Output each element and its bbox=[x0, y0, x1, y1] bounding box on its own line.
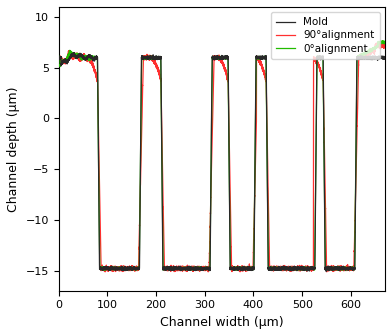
0°alignment bbox=[76, 53, 80, 57]
Mold bbox=[56, 55, 61, 59]
0°alignment bbox=[58, 63, 62, 67]
0°alignment bbox=[120, 266, 125, 270]
X-axis label: Channel width (μm): Channel width (μm) bbox=[160, 316, 284, 329]
Mold bbox=[324, 269, 328, 273]
90°alignment bbox=[120, 266, 125, 270]
90°alignment bbox=[56, 56, 61, 60]
0°alignment bbox=[380, 39, 385, 43]
Mold bbox=[383, 55, 387, 59]
Y-axis label: Channel depth (μm): Channel depth (μm) bbox=[7, 86, 20, 212]
0°alignment bbox=[216, 56, 221, 60]
Mold bbox=[72, 51, 76, 55]
0°alignment bbox=[207, 268, 212, 272]
Mold bbox=[365, 54, 370, 58]
Line: 0°alignment: 0°alignment bbox=[58, 41, 385, 270]
90°alignment bbox=[383, 45, 387, 49]
Line: 90°alignment: 90°alignment bbox=[58, 43, 385, 272]
Mold bbox=[76, 54, 80, 58]
Mold bbox=[58, 56, 62, 60]
90°alignment bbox=[365, 52, 370, 56]
0°alignment bbox=[70, 52, 74, 56]
90°alignment bbox=[325, 270, 329, 274]
Legend: Mold, 90°alignment, 0°alignment: Mold, 90°alignment, 0°alignment bbox=[271, 12, 380, 59]
0°alignment bbox=[365, 50, 370, 54]
Mold bbox=[70, 53, 74, 57]
90°alignment bbox=[76, 55, 80, 59]
Mold bbox=[120, 266, 125, 270]
90°alignment bbox=[58, 62, 62, 67]
Line: Mold: Mold bbox=[58, 53, 385, 271]
90°alignment bbox=[216, 54, 221, 58]
Mold bbox=[216, 55, 221, 59]
90°alignment bbox=[70, 55, 74, 59]
90°alignment bbox=[377, 41, 381, 45]
0°alignment bbox=[383, 41, 387, 45]
0°alignment bbox=[56, 55, 61, 59]
